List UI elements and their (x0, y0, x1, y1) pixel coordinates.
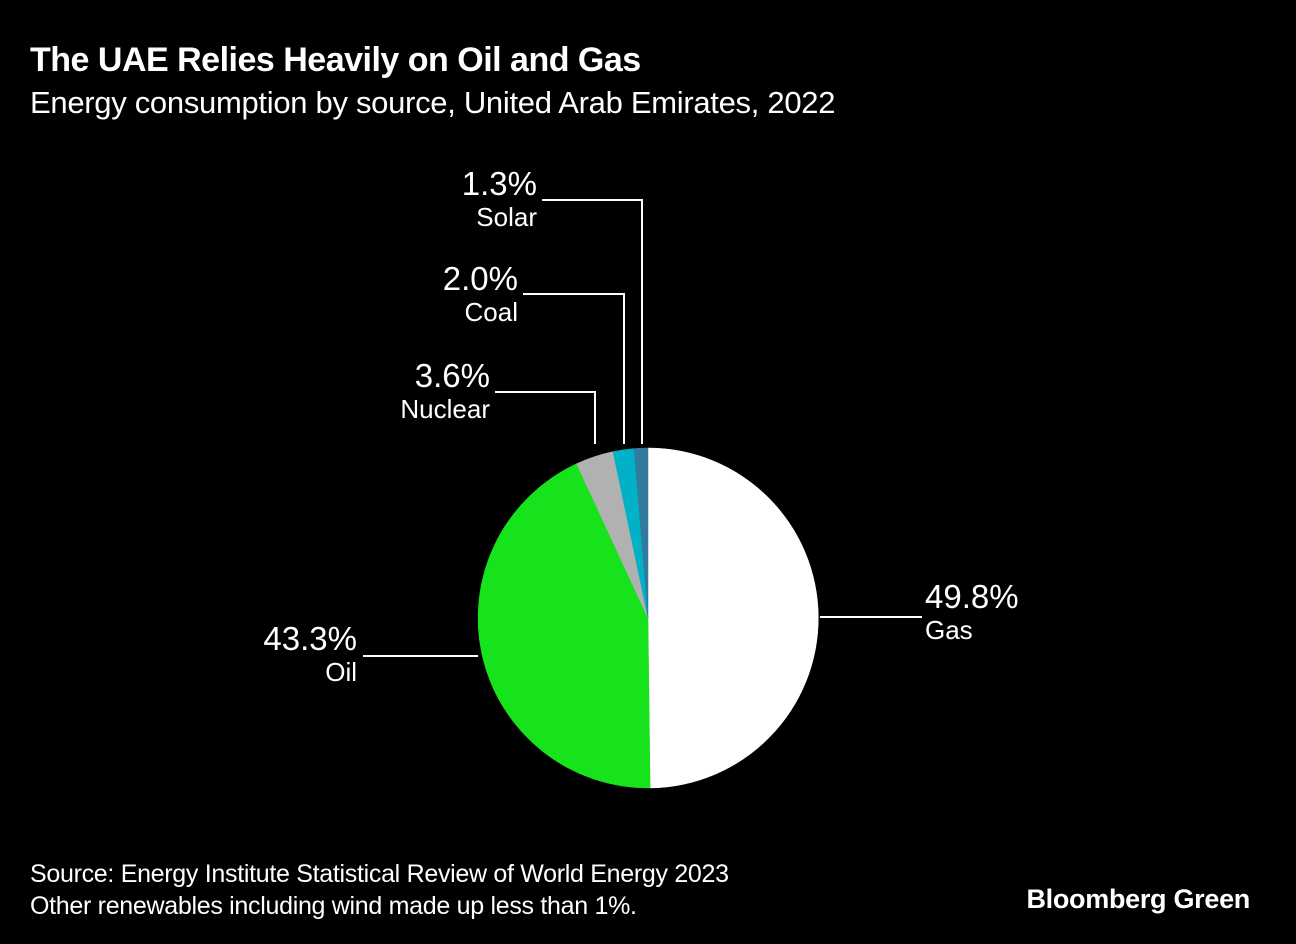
pie-slice-solar (633, 447, 649, 619)
callout-nuclear: 3.6% Nuclear (400, 357, 490, 425)
bloomberg-green-logo: Bloomberg Green (1026, 884, 1250, 914)
callout-coal: 2.0% Coal (442, 260, 518, 328)
callout-coal-label: Coal (464, 297, 518, 327)
callout-nuclear-label: Nuclear (400, 394, 490, 424)
callout-gas: 49.8% Gas (925, 578, 1019, 646)
callout-solar-label: Solar (476, 202, 537, 232)
chart-subtitle: Energy consumption by source, United Ara… (30, 85, 836, 120)
source-note: Source: Energy Institute Statistical Rev… (30, 858, 729, 922)
callout-gas-value: 49.8% (925, 578, 1019, 615)
callout-solar-value: 1.3% (461, 165, 537, 202)
callout-gas-label: Gas (925, 615, 973, 645)
pie-slice-oil (477, 463, 651, 789)
callout-oil: 43.3% Oil (263, 620, 357, 688)
callout-nuclear-value: 3.6% (414, 357, 490, 394)
source-line-2: Other renewables including wind made up … (30, 892, 637, 920)
leader-line-nuclear (495, 391, 596, 444)
callout-solar: 1.3% Solar (461, 165, 537, 233)
callout-coal-value: 2.0% (442, 260, 518, 297)
leader-line-coal (523, 293, 625, 444)
source-line-1: Source: Energy Institute Statistical Rev… (30, 860, 729, 888)
callout-oil-label: Oil (325, 657, 357, 687)
pie-slice-gas (647, 447, 819, 789)
leader-line-solar (542, 199, 643, 444)
callout-oil-value: 43.3% (263, 620, 357, 657)
chart-title: The UAE Relies Heavily on Oil and Gas (30, 41, 641, 79)
